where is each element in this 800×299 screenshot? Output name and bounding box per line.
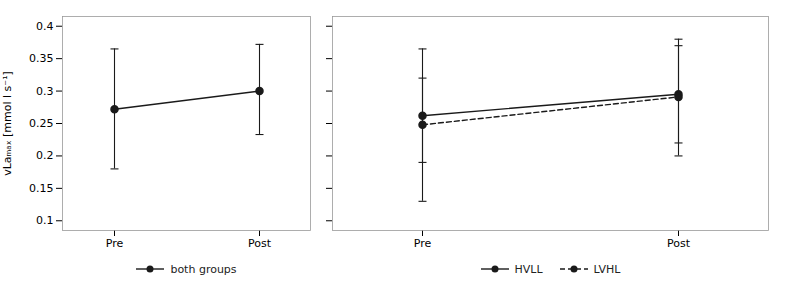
svg-text:Post: Post [248, 237, 272, 250]
svg-text:0.4: 0.4 [36, 20, 54, 33]
svg-text:Pre: Pre [414, 237, 432, 250]
svg-text:vLaₘₐₓ [mmol l s⁻¹]: vLaₘₐₓ [mmol l s⁻¹] [1, 71, 14, 176]
svg-text:0.15: 0.15 [29, 182, 54, 195]
svg-text:0.35: 0.35 [29, 52, 54, 65]
svg-text:0.2: 0.2 [36, 149, 54, 162]
html-text:both groups: both groups [170, 262, 237, 276]
svg-text:0.25: 0.25 [29, 117, 54, 130]
html-text:HVLL: HVLL [514, 262, 543, 276]
html-text:LVHL: LVHL [593, 262, 621, 276]
svg-text:0.1: 0.1 [36, 214, 54, 227]
svg-text:Post: Post [667, 237, 691, 250]
svg-text:Pre: Pre [106, 237, 124, 250]
svg-text:0.3: 0.3 [36, 85, 54, 98]
